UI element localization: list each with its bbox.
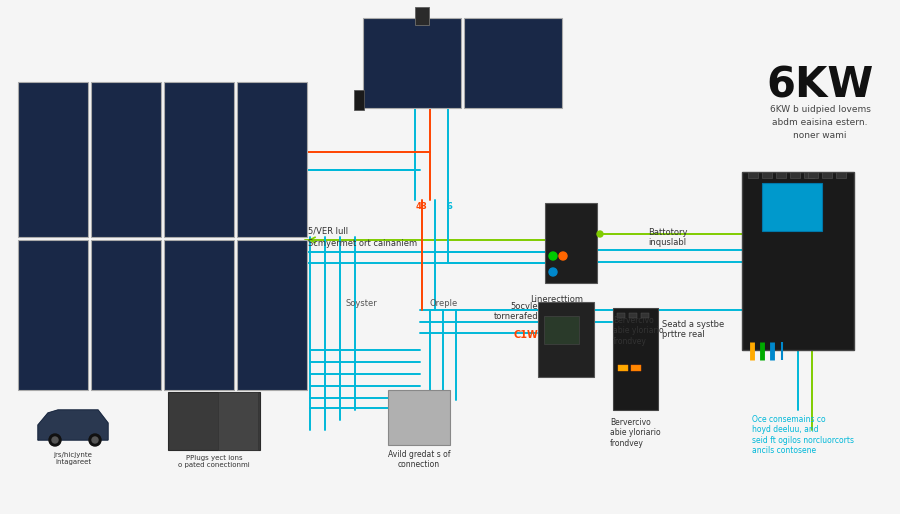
- Bar: [836, 172, 846, 178]
- Bar: [18, 240, 88, 390]
- Bar: [776, 172, 786, 178]
- Circle shape: [92, 437, 98, 443]
- Bar: [18, 82, 88, 237]
- Bar: [218, 392, 258, 450]
- Bar: [790, 172, 800, 178]
- Bar: [237, 82, 307, 237]
- Bar: [822, 172, 832, 178]
- Bar: [164, 240, 234, 390]
- Bar: [629, 313, 637, 318]
- Bar: [237, 240, 307, 390]
- Text: Battotory
inquslabl: Battotory inquslabl: [648, 228, 688, 247]
- Text: 6: 6: [446, 202, 452, 211]
- Text: 6KW b uidpied lovems: 6KW b uidpied lovems: [770, 105, 870, 114]
- Text: jrs/hicjynte
intagareet: jrs/hicjynte intagareet: [54, 452, 93, 465]
- Text: Oreple: Oreple: [430, 299, 458, 308]
- Bar: [762, 172, 772, 178]
- Text: PPlugs yect ions
o pated conectionmi: PPlugs yect ions o pated conectionmi: [178, 455, 250, 468]
- Bar: [363, 18, 461, 108]
- Bar: [168, 392, 260, 450]
- Bar: [742, 172, 854, 350]
- Bar: [618, 365, 628, 371]
- Bar: [808, 172, 818, 178]
- Text: C1W: C1W: [513, 330, 538, 340]
- Bar: [613, 308, 658, 410]
- Bar: [617, 313, 625, 318]
- Bar: [91, 240, 161, 390]
- Bar: [388, 390, 450, 445]
- Text: 5/VER lull: 5/VER lull: [308, 227, 348, 236]
- Text: Seatd a systbe
prttre real: Seatd a systbe prttre real: [662, 320, 724, 339]
- Bar: [354, 90, 364, 110]
- Circle shape: [52, 437, 58, 443]
- Polygon shape: [38, 410, 108, 440]
- Bar: [631, 365, 641, 371]
- Bar: [91, 82, 161, 237]
- Bar: [748, 172, 758, 178]
- Circle shape: [549, 268, 557, 276]
- Text: Bervercivo
abie yloriario
frondvey: Bervercivo abie yloriario frondvey: [613, 316, 663, 346]
- Bar: [164, 82, 234, 237]
- Text: 6KW: 6KW: [767, 65, 874, 107]
- Bar: [464, 18, 562, 108]
- Text: Scmyermet ort cainaniem: Scmyermet ort cainaniem: [308, 239, 417, 248]
- Bar: [641, 313, 649, 318]
- Text: Bervercivo
abie yloriario
frondvey: Bervercivo abie yloriario frondvey: [610, 418, 661, 448]
- Circle shape: [49, 434, 61, 446]
- Text: 5ocvle
tornerafed: 5ocvle tornerafed: [493, 302, 538, 321]
- Text: Linerecttiom: Linerecttiom: [530, 295, 583, 304]
- Circle shape: [89, 434, 101, 446]
- Bar: [544, 316, 579, 344]
- Circle shape: [597, 231, 603, 237]
- Text: noner wami: noner wami: [793, 131, 847, 140]
- Text: Oce consemains co
hoyd deeluu, and
seid ft ogilos norcluorcorts
ancils contosene: Oce consemains co hoyd deeluu, and seid …: [752, 415, 854, 455]
- Circle shape: [559, 252, 567, 260]
- Bar: [762, 183, 822, 231]
- Bar: [804, 172, 814, 178]
- Bar: [220, 415, 234, 437]
- Text: Avild gredat s of
connection: Avild gredat s of connection: [388, 450, 450, 469]
- Bar: [415, 7, 429, 25]
- Circle shape: [549, 252, 557, 260]
- Text: abdm eaisina estern.: abdm eaisina estern.: [772, 118, 868, 127]
- Bar: [538, 302, 594, 377]
- Text: 48: 48: [415, 202, 427, 211]
- Text: Soyster: Soyster: [345, 299, 377, 308]
- Bar: [545, 203, 597, 283]
